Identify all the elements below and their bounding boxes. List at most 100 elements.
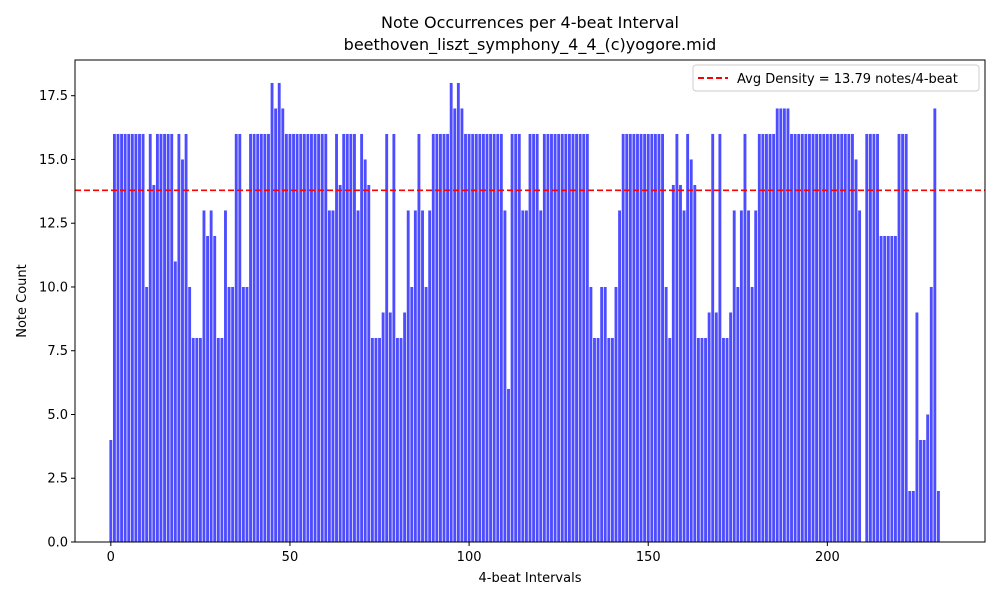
bar [338,184,342,542]
bar [256,133,260,542]
bar [786,108,790,543]
bar [618,210,621,542]
bar [567,133,571,542]
x-tick-label: 50 [282,550,299,565]
bar [596,337,600,542]
bar [399,337,403,542]
bar [553,133,557,542]
bar [231,286,235,542]
y-tick-label: 10.0 [39,280,68,295]
bar [653,133,657,542]
bar [474,133,478,542]
y-tick-label: 12.5 [39,217,68,232]
bar [517,133,521,542]
bar [277,82,281,542]
bar [396,337,399,542]
bar [797,133,801,542]
bar [790,133,793,542]
bar [603,286,607,542]
bar [503,210,507,542]
x-tick-label: 150 [636,550,661,565]
bar [815,133,819,542]
bar [575,133,579,542]
bar [560,133,564,542]
bar [836,133,840,542]
bar [868,133,872,542]
bar [722,337,725,542]
bar [768,133,772,542]
bar [894,235,897,542]
bar [166,133,170,542]
chart-title: Note Occurrences per 4-beat Interval [381,13,679,32]
bar [489,133,493,542]
bar [370,337,374,542]
bar [589,286,593,542]
bar [499,133,503,542]
bar [539,210,543,542]
bar [284,133,288,542]
bar [252,133,256,542]
bar [507,388,510,542]
bar [528,133,532,542]
bar [155,133,159,542]
bar [668,337,672,542]
y-tick-label: 5.0 [47,408,68,423]
bar [911,490,915,542]
bar [840,133,844,542]
bar [267,133,270,542]
bar [661,133,664,542]
bar [331,210,335,542]
bar [385,133,389,542]
bar [879,235,883,542]
bar [127,133,131,542]
bar [847,133,851,542]
bar [206,235,209,542]
bar [159,133,163,542]
bar [732,210,736,542]
bar [170,133,174,542]
bar [521,210,525,542]
y-tick-label: 0.0 [47,536,68,551]
bar [148,133,152,542]
bar [485,133,489,542]
bar [453,108,457,543]
bar [112,133,116,542]
bar [431,133,435,542]
bar [292,133,295,542]
bar [929,286,933,542]
bar [220,337,224,542]
bar [765,133,768,542]
bar [145,286,149,542]
bar [270,82,274,542]
bar [858,210,862,542]
bar [743,133,747,542]
bar [421,210,424,542]
bar [481,133,485,542]
bar [711,133,715,542]
bar [202,210,206,542]
bar [546,133,550,542]
legend: Avg Density = 13.79 notes/4-beat [692,64,980,92]
bar [460,108,464,543]
bar [919,439,922,542]
bar [342,133,346,542]
bar [582,133,586,542]
bar [535,133,539,542]
x-tick-label: 200 [815,550,840,565]
bar [632,133,636,542]
bar [184,133,188,542]
x-axis-label: 4-beat Intervals [479,571,582,586]
bar [288,133,292,542]
bar [478,133,482,542]
bar [621,133,625,542]
bar [302,133,306,542]
bar [578,133,582,542]
bar [238,133,242,542]
bar [564,133,568,542]
bar [356,210,360,542]
bar [281,108,285,543]
bar [614,286,618,542]
bar [410,286,414,542]
